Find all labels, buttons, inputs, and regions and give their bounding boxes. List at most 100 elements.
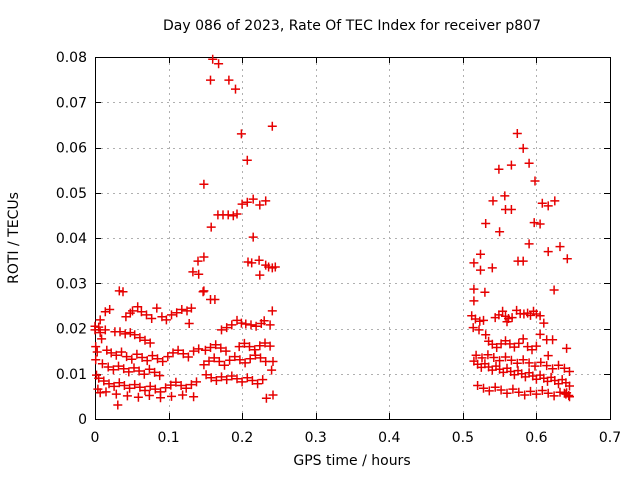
data-point <box>145 338 155 348</box>
data-point <box>135 333 145 343</box>
data-point <box>267 365 277 375</box>
data-point <box>109 381 119 391</box>
data-point <box>97 359 107 369</box>
data-point <box>210 295 220 304</box>
data-point <box>227 320 237 330</box>
data-point <box>242 373 252 383</box>
data-point <box>524 358 534 368</box>
data-point <box>144 391 154 400</box>
data-point <box>127 354 137 364</box>
data-point <box>153 354 162 364</box>
x-tick-label: 0.5 <box>452 430 474 446</box>
data-point <box>194 344 204 354</box>
data-point <box>267 306 277 316</box>
data-point <box>495 356 505 366</box>
data-point <box>152 303 162 313</box>
data-point <box>530 176 540 186</box>
data-point <box>502 317 512 327</box>
y-tick-label: 0.01 <box>56 367 87 383</box>
data-point <box>477 353 487 363</box>
x-axis-label: GPS time / hours <box>293 453 410 469</box>
data-point <box>94 373 104 383</box>
data-point <box>114 361 123 371</box>
data-point <box>223 210 233 220</box>
data-point <box>495 227 505 237</box>
y-tick-label: 0.05 <box>56 186 87 202</box>
y-tick-label: 0 <box>78 412 87 428</box>
data-point <box>183 352 193 362</box>
data-point <box>565 381 574 391</box>
data-point <box>234 342 244 352</box>
data-point <box>186 380 196 390</box>
data-point <box>536 357 546 367</box>
data-point <box>167 391 176 401</box>
data-point <box>537 386 547 395</box>
data-point <box>217 372 226 382</box>
data-point <box>261 393 271 403</box>
data-point <box>198 287 208 297</box>
data-point <box>189 346 199 356</box>
data-point <box>201 370 211 380</box>
data-point <box>562 343 572 353</box>
y-tick-label: 0.03 <box>56 276 87 292</box>
data-point <box>232 374 242 384</box>
data-point <box>543 201 553 211</box>
data-point <box>119 381 129 390</box>
data-point <box>469 258 479 268</box>
data-point <box>206 222 216 232</box>
data-point <box>105 305 115 314</box>
data-point <box>108 365 118 375</box>
data-point <box>227 371 237 381</box>
data-point <box>254 255 264 265</box>
data-point <box>100 307 110 317</box>
data-point <box>471 350 481 360</box>
data-point <box>100 325 110 335</box>
data-point <box>506 160 516 170</box>
data-point <box>122 391 132 401</box>
data-point <box>543 388 553 398</box>
data-point <box>530 361 540 371</box>
data-point <box>514 387 524 397</box>
data-point <box>129 363 139 373</box>
data-point <box>501 352 510 362</box>
data-point <box>469 296 479 306</box>
data-point <box>199 252 209 262</box>
x-tick-label: 0.6 <box>525 430 547 446</box>
data-point <box>487 263 497 273</box>
data-point <box>526 386 535 396</box>
data-point <box>255 341 265 351</box>
data-point <box>490 382 500 392</box>
data-point <box>529 218 539 228</box>
axes <box>95 57 611 420</box>
data-point <box>481 219 491 228</box>
data-point <box>242 197 252 207</box>
data-point <box>496 385 506 395</box>
data-point <box>125 308 135 318</box>
data-point <box>91 355 101 365</box>
data-point <box>235 355 245 365</box>
data-point <box>242 155 252 165</box>
x-tick-label: 0.4 <box>378 430 400 446</box>
data-point <box>531 389 541 399</box>
data-point <box>168 348 178 358</box>
data-point <box>155 371 165 381</box>
data-points <box>90 54 574 410</box>
data-point <box>128 306 137 316</box>
data-point <box>147 314 157 323</box>
data-point <box>565 392 574 402</box>
data-point <box>173 345 183 355</box>
data-point <box>500 191 510 201</box>
data-point <box>531 341 541 351</box>
y-tick-label: 0.04 <box>56 231 87 247</box>
data-point <box>474 325 484 335</box>
data-point <box>178 390 188 400</box>
data-point <box>124 367 134 377</box>
x-tick-label: 0.7 <box>599 430 621 446</box>
data-point <box>562 254 572 264</box>
data-point <box>483 350 493 360</box>
data-point <box>103 362 113 372</box>
data-point <box>178 349 188 359</box>
data-point <box>132 349 142 359</box>
data-point <box>111 389 121 399</box>
data-point <box>97 334 107 344</box>
